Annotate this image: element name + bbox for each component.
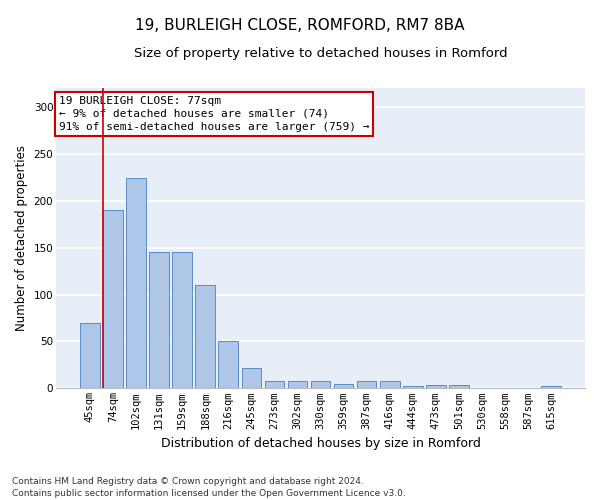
Bar xyxy=(403,386,422,388)
Y-axis label: Number of detached properties: Number of detached properties xyxy=(15,145,28,331)
Bar xyxy=(541,386,561,388)
Bar xyxy=(357,381,376,388)
Bar xyxy=(334,384,353,388)
Text: 19, BURLEIGH CLOSE, ROMFORD, RM7 8BA: 19, BURLEIGH CLOSE, ROMFORD, RM7 8BA xyxy=(135,18,465,32)
Bar xyxy=(287,381,307,388)
X-axis label: Distribution of detached houses by size in Romford: Distribution of detached houses by size … xyxy=(161,437,481,450)
Text: Contains HM Land Registry data © Crown copyright and database right 2024.
Contai: Contains HM Land Registry data © Crown c… xyxy=(12,476,406,498)
Bar xyxy=(218,342,238,388)
Bar xyxy=(196,285,215,389)
Bar xyxy=(380,381,400,388)
Bar xyxy=(172,252,192,388)
Title: Size of property relative to detached houses in Romford: Size of property relative to detached ho… xyxy=(134,48,508,60)
Bar xyxy=(449,384,469,388)
Bar xyxy=(103,210,123,388)
Bar xyxy=(149,252,169,388)
Bar xyxy=(426,384,446,388)
Text: 19 BURLEIGH CLOSE: 77sqm
← 9% of detached houses are smaller (74)
91% of semi-de: 19 BURLEIGH CLOSE: 77sqm ← 9% of detache… xyxy=(59,96,369,132)
Bar xyxy=(311,381,331,388)
Bar xyxy=(265,381,284,388)
Bar xyxy=(242,368,261,388)
Bar xyxy=(126,178,146,388)
Bar xyxy=(80,322,100,388)
